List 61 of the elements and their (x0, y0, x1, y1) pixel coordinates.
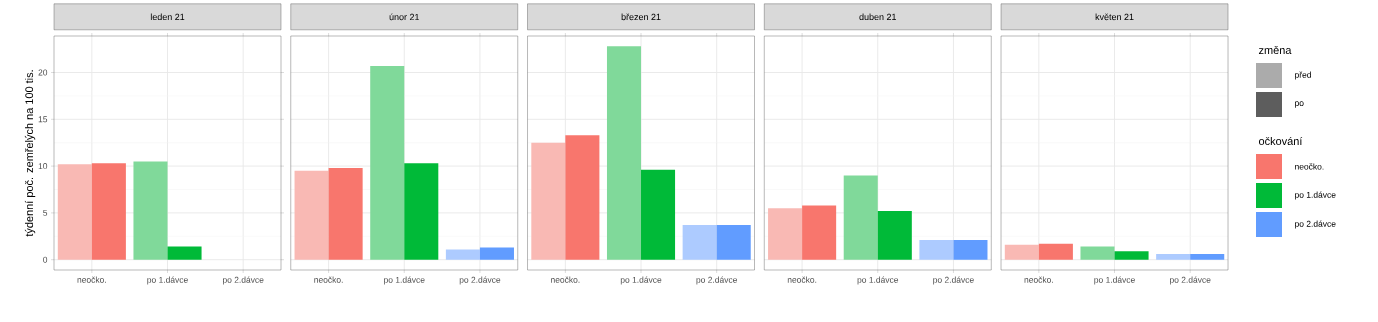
y-tick-label: 10 (38, 163, 48, 170)
bar (716, 225, 751, 260)
x-tick-label: neočko. (314, 276, 343, 283)
y-tick-label: 5 (43, 209, 48, 216)
x-tick-label: neočko. (1024, 276, 1053, 283)
x-tick-label: neočko. (77, 276, 106, 283)
bar (404, 163, 439, 260)
bar (682, 225, 717, 260)
x-tick-label: po 2.dávce (223, 276, 264, 285)
bar (606, 46, 642, 260)
x-tick-label: po 1.dávce (147, 276, 188, 285)
bar (1038, 243, 1073, 260)
bar (565, 135, 600, 260)
bar (953, 240, 988, 260)
x-tick-label: po 1.dávce (1094, 276, 1135, 285)
x-tick-label: neočko. (787, 276, 817, 283)
bar (479, 247, 514, 260)
x-tick-label: po 1.dávce (620, 276, 662, 285)
bar (167, 246, 202, 260)
x-tick-label: neočko. (551, 276, 580, 283)
chart-title: leden 21 (150, 13, 185, 21)
category-label: po 1.dávce (1295, 191, 1336, 200)
text: po (1295, 101, 1304, 108)
chart-title: březen 21 (621, 13, 661, 21)
x-tick-label: po 1.dávce (384, 276, 425, 285)
bar (531, 142, 566, 260)
y-axis-title: týdenní poč. zemřelých na 100 tis. (24, 70, 36, 237)
bar (1080, 246, 1115, 260)
y-tick-label: 15 (38, 116, 48, 123)
x-tick-label: po 2.dávce (696, 276, 737, 285)
legend-title: změna (1258, 45, 1292, 55)
bar (1190, 254, 1225, 260)
bar (370, 65, 405, 260)
bar (641, 169, 676, 260)
bar (843, 175, 878, 260)
bar (57, 164, 92, 260)
bar (445, 249, 480, 260)
category-label: neočko. (1295, 163, 1324, 170)
chart-title: květen 21 (1095, 13, 1134, 21)
category-label: po 2.dávce (1295, 220, 1336, 229)
bar (768, 208, 803, 260)
text: před (1295, 71, 1311, 80)
bar (1114, 251, 1149, 260)
bar (133, 161, 168, 260)
bar (1004, 244, 1039, 260)
x-tick-label: po 1.dávce (857, 276, 899, 285)
bar (877, 211, 912, 260)
bar (1156, 254, 1191, 260)
bar (919, 240, 954, 260)
y-tick-label: 20 (38, 69, 48, 76)
x-tick-label: po 2.dávce (459, 276, 501, 285)
bar (91, 163, 126, 260)
chart-title: únor 21 (389, 13, 420, 21)
bar (294, 170, 329, 260)
x-tick-label: po 2.dávce (933, 276, 974, 285)
bar (802, 205, 837, 260)
text: očkování (1258, 136, 1303, 146)
chart-title: duben 21 (859, 13, 897, 21)
x-tick-label: po 2.dávce (1170, 276, 1211, 285)
y-tick-label: 0 (43, 256, 48, 263)
bar (328, 167, 363, 260)
